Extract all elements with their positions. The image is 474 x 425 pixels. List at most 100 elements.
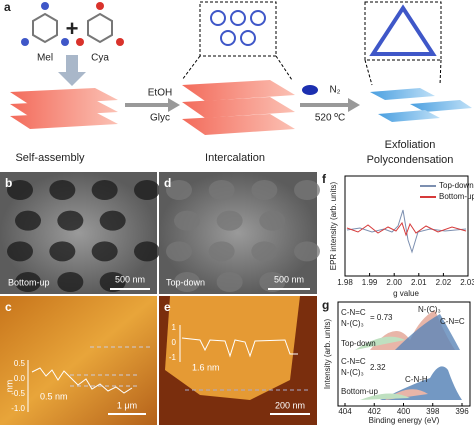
pore [251,180,278,200]
pore [7,241,33,262]
ratio-den: N-(C)₃ [341,368,364,377]
pore [208,241,235,262]
reagent: Glyc [150,113,170,124]
sheet [10,112,118,129]
sample-label: Top-down [341,339,376,348]
pore [91,241,118,262]
pores [166,180,320,292]
tick-label: 2.00 [386,278,402,287]
afm-image [0,296,157,425]
cya-molecule [76,2,124,46]
tick-label: 2.01 [411,278,427,287]
zoom-line [364,59,373,86]
pore [259,210,286,231]
tick-label: -1 [169,353,177,362]
panel-label: d [164,176,171,190]
pore [166,241,192,262]
panel-label: f [322,172,327,186]
tick-label: -1.0 [11,404,25,413]
legend-entry: Bottom-up [439,192,474,201]
peak-label: C-N-H [405,375,428,384]
sample-label: Bottom-up [8,277,50,287]
step-label: Polycondensation [367,154,454,166]
tick-label: 0 [172,338,177,347]
atom [61,38,69,46]
zoom-line [439,59,442,86]
mol-label: Cya [91,53,109,64]
ratio-den: N-(C)₃ [341,319,364,328]
lattice [210,10,266,46]
atom [76,38,84,46]
step-label: Exfoliation [385,139,436,151]
peak-fill [395,314,460,350]
axis-label: nm [4,380,14,393]
tick-label: 404 [338,407,352,416]
zoom-line [181,55,201,81]
pore [251,241,278,262]
plot-frame [344,175,469,277]
n2-molecule [302,85,318,95]
atom [21,38,29,46]
triangle-lattice [369,4,437,56]
pore [174,272,200,292]
x-axis-label: g value [393,289,419,298]
sheet [378,110,440,122]
panel-label: a [4,0,11,14]
gas: N₂ [329,85,340,96]
scale-label: 500 nm [274,274,304,284]
x-axis-label: Binding energy (eV) [369,416,440,425]
pore [134,241,160,262]
y-axis-label: EPR intensity (arb. units) [329,181,338,270]
ring [87,12,113,44]
peak-label: N-(C)₃ [418,305,441,314]
legend-entry: Top-down [439,181,474,190]
sheet [182,114,295,135]
pore [208,180,235,200]
stack-red [10,88,118,129]
mol-label: Mel [37,53,53,64]
pore [57,210,84,231]
pore [216,210,243,231]
x-ticks: 404 402 400 398 396 [338,403,469,416]
peak-fill [360,393,410,400]
tick-label: 2.03 [460,278,474,287]
panel-label: c [5,300,12,314]
pore [166,180,192,200]
sheet [182,97,295,118]
plus: + [66,16,79,41]
ring [210,10,226,26]
scale-label: 1 μm [117,400,137,410]
zoom-line [275,55,293,81]
zoom-box [364,1,442,61]
step-height: 0.5 nm [40,391,68,401]
curve-top-down [346,209,467,254]
x-ticks: 1.98 1.99 2.00 2.01 2.02 2.03 [337,273,474,287]
pore [49,180,76,200]
tick-label: 1.99 [362,278,378,287]
pores [7,180,160,292]
tick-label: 398 [426,407,440,416]
ratio-num: C-N=C [341,308,366,317]
tick-label: 1 [172,323,177,332]
pore [259,272,286,292]
peak-label: C-N=C [440,317,465,326]
height-profile [181,337,298,358]
arrow-head [348,98,360,112]
pore [57,272,84,292]
panel-label: b [5,176,12,190]
peak-fill [355,336,405,350]
mel-molecule [21,2,69,46]
pore [91,180,118,200]
scale-label: 500 nm [115,274,145,284]
ring [230,10,246,26]
pore [99,272,126,292]
arrow [58,55,86,86]
sheet [182,80,295,101]
pore [294,241,320,262]
step-label: Intercalation [205,152,265,164]
tick-label: 400 [397,407,411,416]
tick-label: 402 [368,407,382,416]
tick-label: 2.02 [436,278,452,287]
